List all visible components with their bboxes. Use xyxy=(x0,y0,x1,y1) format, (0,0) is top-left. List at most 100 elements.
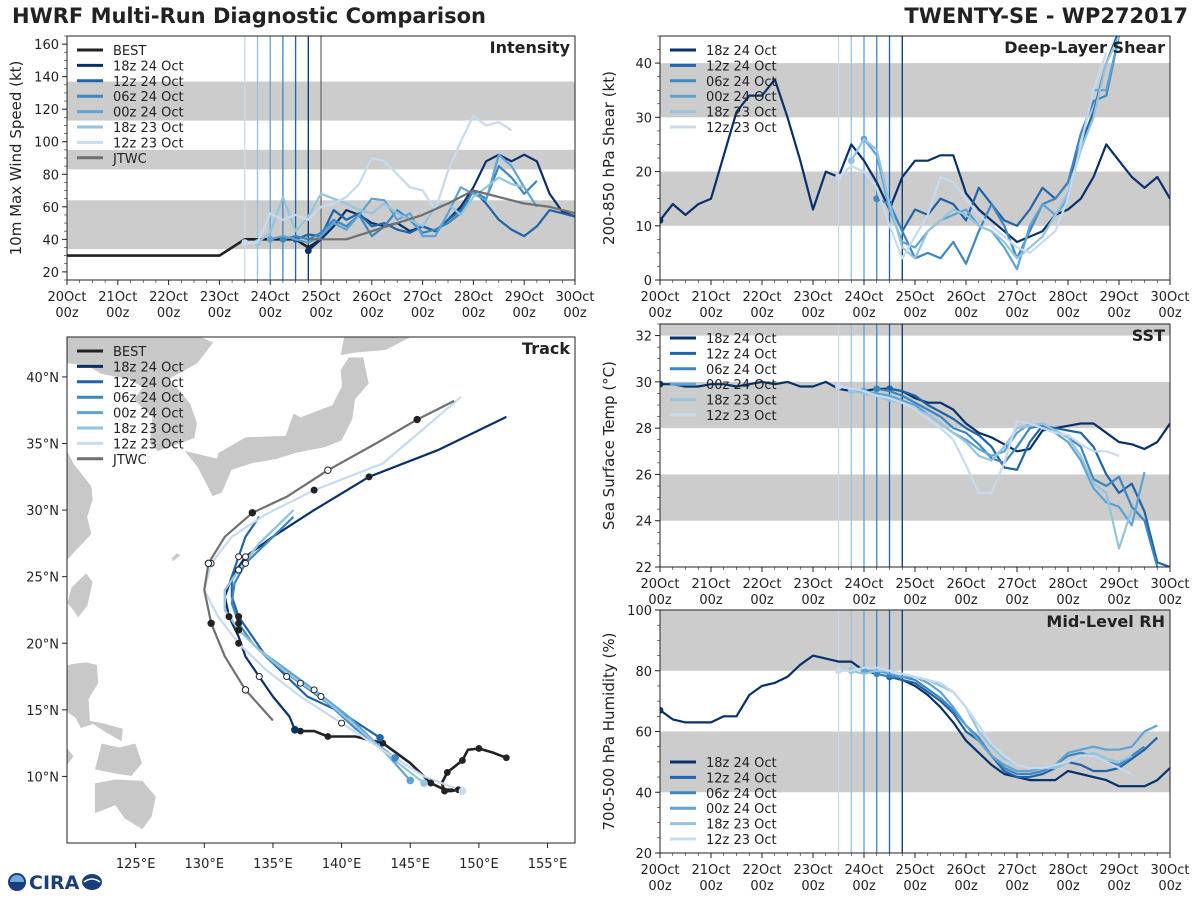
sst-init-marker xyxy=(835,383,842,390)
track-day-marker xyxy=(235,566,243,574)
track-day-marker xyxy=(317,693,325,701)
track-xtick-label: 150°E xyxy=(459,857,499,872)
shear-ytick-label: 0 xyxy=(644,274,652,289)
track-legend-label: 12z 23 Oct xyxy=(113,437,184,452)
sst-legend-label: 06z 24 Oct xyxy=(706,363,777,378)
rh-xtick-label-hour: 00z xyxy=(1005,879,1029,894)
sst-band xyxy=(660,324,1170,336)
land-polygon xyxy=(67,450,94,562)
track-legend-label: JTWC xyxy=(112,453,147,468)
intensity-series-12z-24-oct xyxy=(295,189,575,241)
intensity-series-best xyxy=(67,238,322,257)
track-init-marker xyxy=(291,726,299,734)
shear-xtick-label-hour: 00z xyxy=(1005,306,1029,321)
shear-band xyxy=(660,171,1170,226)
sst-xtick-label-day: 23Oct xyxy=(793,577,832,592)
shear-xtick-label-hour: 00z xyxy=(852,306,876,321)
rh-series-18z-24-oct xyxy=(660,654,1170,788)
track-legend-label: 18z 24 Oct xyxy=(113,360,184,375)
rh-xtick-label-day: 28Oct xyxy=(1048,863,1087,878)
land-polygon xyxy=(182,356,370,498)
shear-xtick-label-day: 25Oct xyxy=(895,290,934,305)
track-day-marker xyxy=(365,473,373,481)
intensity-ytick-label: 100 xyxy=(34,136,59,151)
best-track-marker xyxy=(297,727,304,735)
land-polygon xyxy=(67,337,215,452)
sst-series-group xyxy=(660,380,1170,567)
jtwc-track-marker xyxy=(413,415,421,424)
track-ytick-label: 35°N xyxy=(26,438,59,453)
rh-ytick-label: 60 xyxy=(635,726,652,741)
sst-series-00z-24-oct xyxy=(863,390,1146,527)
track-jtwc xyxy=(203,399,455,722)
shear-xtick-label-day: 20Oct xyxy=(640,290,679,305)
track-init-marker xyxy=(376,734,384,742)
intensity-xtick-label-hour: 00z xyxy=(309,306,333,321)
land-polygon xyxy=(94,778,157,831)
page-title: HWRF Multi-Run Diagnostic Comparison xyxy=(12,4,487,28)
intensity-ytick-label: 60 xyxy=(42,201,59,216)
sst-ytick-label: 32 xyxy=(635,330,652,345)
shear-panel: 01020304020Oct00z21Oct00z22Oct00z23Oct00… xyxy=(600,35,1190,321)
track-day-marker xyxy=(235,619,243,627)
shear-series-18z-24-oct xyxy=(660,78,1170,244)
track-init-marker xyxy=(391,753,399,762)
shear-ylabel: 200-850 hPa Shear (kt) xyxy=(600,71,618,245)
jtwc-track-marker xyxy=(241,686,250,694)
intensity-title: Intensity xyxy=(490,38,571,57)
rh-legend-label: 00z 24 Oct xyxy=(706,802,777,817)
shear-ytick-label: 10 xyxy=(635,220,652,235)
intensity-xtick-label-hour: 00z xyxy=(106,306,130,321)
intensity-legend-label: 12z 24 Oct xyxy=(113,75,184,90)
sst-ytick-label: 22 xyxy=(635,561,652,576)
best-track-marker xyxy=(475,745,483,752)
rh-legend-label: 12z 24 Oct xyxy=(706,771,777,786)
track-12z-23-oct xyxy=(203,396,463,793)
sst-ytick-label: 28 xyxy=(635,422,652,437)
rh-ytick-label: 40 xyxy=(635,786,652,801)
sst-title: SST xyxy=(1132,326,1165,345)
track-best xyxy=(300,729,507,793)
intensity-xtick-label-hour: 00z xyxy=(462,306,486,321)
rh-xtick-label-day: 29Oct xyxy=(1099,863,1138,878)
sst-xtick-label-day: 22Oct xyxy=(742,577,781,592)
intensity-legend-label: BEST xyxy=(113,44,146,59)
shear-ytick-label: 20 xyxy=(635,166,652,181)
track-ytick-label: 25°N xyxy=(26,571,59,586)
land-polygon xyxy=(67,661,124,743)
intensity-ylabel: 10m Max Wind Speed (kt) xyxy=(7,61,25,256)
track-xtick-label: 155°E xyxy=(528,857,568,872)
rh-panel: 2040608010020Oct00z21Oct00z22Oct00z23Oct… xyxy=(600,604,1190,894)
rh-xtick-label-hour: 00z xyxy=(903,879,927,894)
intensity-ytick-label: 120 xyxy=(34,103,59,118)
track-ytick-label: 10°N xyxy=(26,770,59,785)
track-18z-24-oct xyxy=(223,415,507,731)
track-day-marker xyxy=(283,673,291,681)
track-map-group xyxy=(67,337,510,831)
sst-band xyxy=(660,474,1170,521)
sst-xtick-label-day: 30Oct xyxy=(1150,577,1189,592)
shear-ytick-label: 40 xyxy=(635,57,652,72)
sst-init-marker xyxy=(660,380,664,388)
shear-xtick-label-day: 29Oct xyxy=(1099,290,1138,305)
intensity-xtick-label-day: 20Oct xyxy=(47,290,86,305)
shear-init-marker xyxy=(835,173,842,181)
track-xtick-label: 135°E xyxy=(253,857,293,872)
rh-init-marker xyxy=(835,667,842,675)
track-xtick-label: 145°E xyxy=(390,857,430,872)
sst-panel: 22242628303220Oct00z21Oct00z22Oct00z23Oc… xyxy=(600,323,1190,608)
track-day-marker xyxy=(310,686,318,694)
sst-series-12z-24-oct xyxy=(889,387,1170,567)
shear-xtick-label-hour: 00z xyxy=(699,306,723,321)
shear-xtick-label-hour: 00z xyxy=(1107,306,1131,321)
track-day-marker xyxy=(235,626,243,634)
rh-xtick-label-day: 20Oct xyxy=(640,863,679,878)
rh-xtick-label-hour: 00z xyxy=(1056,879,1080,894)
intensity-xtick-label-hour: 00z xyxy=(208,306,232,321)
jtwc-track-marker xyxy=(207,619,215,627)
rh-xtick-label-hour: 00z xyxy=(648,879,672,894)
rh-xtick-label-day: 24Oct xyxy=(844,863,883,878)
